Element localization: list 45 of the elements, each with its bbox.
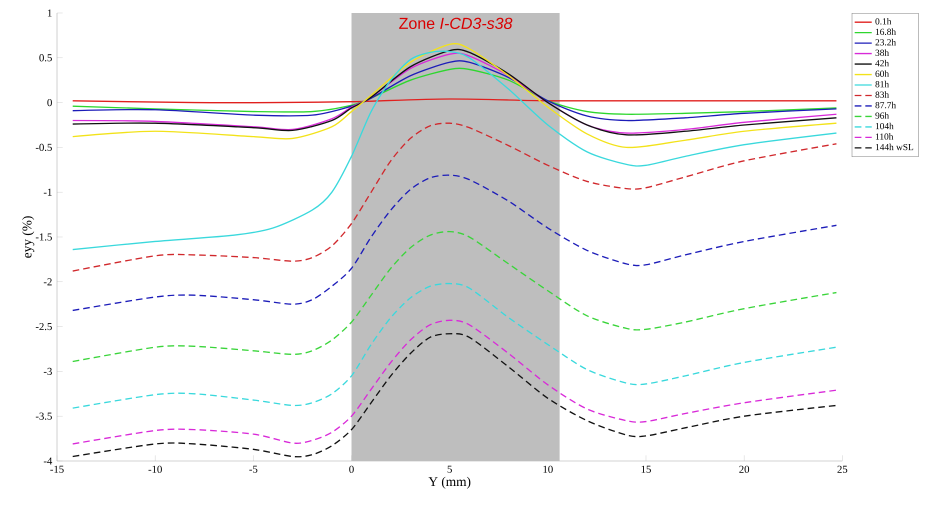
line-series bbox=[72, 320, 838, 445]
legend-label: 60h bbox=[875, 70, 889, 77]
x-tick-label: -15 bbox=[50, 466, 64, 473]
y-tick-label: -3 bbox=[44, 368, 52, 375]
legend-label: 23.2h bbox=[876, 38, 896, 46]
line-series bbox=[72, 122, 838, 272]
line-series bbox=[72, 43, 838, 148]
y-tick-label: -2 bbox=[44, 278, 52, 286]
y-axis-title: eyy (%) bbox=[22, 216, 34, 258]
x-axis-title: Y (mm) bbox=[428, 476, 470, 489]
y-tick-label: -1 bbox=[44, 188, 52, 196]
line-series bbox=[72, 174, 838, 312]
y-tick-label: -0.5 bbox=[36, 144, 52, 152]
x-tick-label: 25 bbox=[837, 466, 848, 473]
legend-label: 42h bbox=[875, 60, 889, 66]
legend-label: 83h bbox=[875, 91, 889, 98]
band-label: Zone I-CD3-s38 bbox=[399, 18, 512, 30]
line-series bbox=[72, 333, 838, 458]
y-tick-label: -4 bbox=[44, 457, 52, 464]
y-tick-label: 1 bbox=[48, 9, 52, 17]
y-tick-label: -3.5 bbox=[36, 412, 52, 420]
legend-label: 16.8h bbox=[876, 28, 896, 36]
legend-label: 87.7h bbox=[875, 102, 896, 108]
y-tick-label: -1.5 bbox=[36, 233, 52, 241]
y-tick-label: -2.5 bbox=[36, 322, 52, 330]
legend-label: 38h bbox=[876, 49, 889, 56]
line-series bbox=[72, 50, 838, 250]
legend-label: 104h bbox=[876, 122, 894, 130]
x-tick-label: 20 bbox=[739, 466, 750, 473]
x-tick-label: -10 bbox=[148, 466, 162, 473]
x-tick-label: 5 bbox=[448, 466, 452, 473]
legend-label: 96h bbox=[875, 112, 889, 119]
legend-label: 144h wSL bbox=[876, 144, 914, 150]
legend-label: 81h bbox=[875, 80, 889, 88]
x-tick-label: 0 bbox=[349, 466, 354, 473]
line-series bbox=[72, 68, 838, 115]
y-tick-label: 0.5 bbox=[39, 54, 52, 62]
y-tick-label: 0 bbox=[47, 98, 52, 106]
x-tick-label: 15 bbox=[642, 466, 651, 473]
legend-label: 110h bbox=[876, 133, 894, 140]
legend-label: 0.1h bbox=[875, 18, 892, 25]
x-tick-label: 10 bbox=[543, 466, 553, 473]
line-series bbox=[72, 230, 838, 362]
line-series bbox=[72, 282, 838, 409]
x-tick-label: -5 bbox=[249, 466, 258, 473]
